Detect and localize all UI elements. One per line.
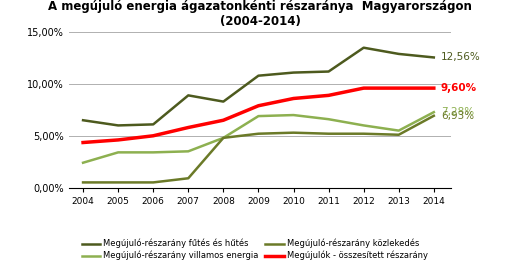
Legend: Megújuló-részarány fűtés és hűtés, Megújuló-részarány villamos energia, Megújuló: Megújuló-részarány fűtés és hűtés, Megúj… (79, 236, 431, 264)
Text: 12,56%: 12,56% (441, 53, 481, 62)
Text: 7,28%: 7,28% (441, 107, 474, 117)
Title: A megújuló energia ágazatonkénti részaránya  Magyarországon
(2004-2014): A megújuló energia ágazatonkénti részará… (48, 0, 472, 28)
Text: 6,93%: 6,93% (441, 111, 474, 121)
Text: 9,60%: 9,60% (441, 83, 477, 93)
